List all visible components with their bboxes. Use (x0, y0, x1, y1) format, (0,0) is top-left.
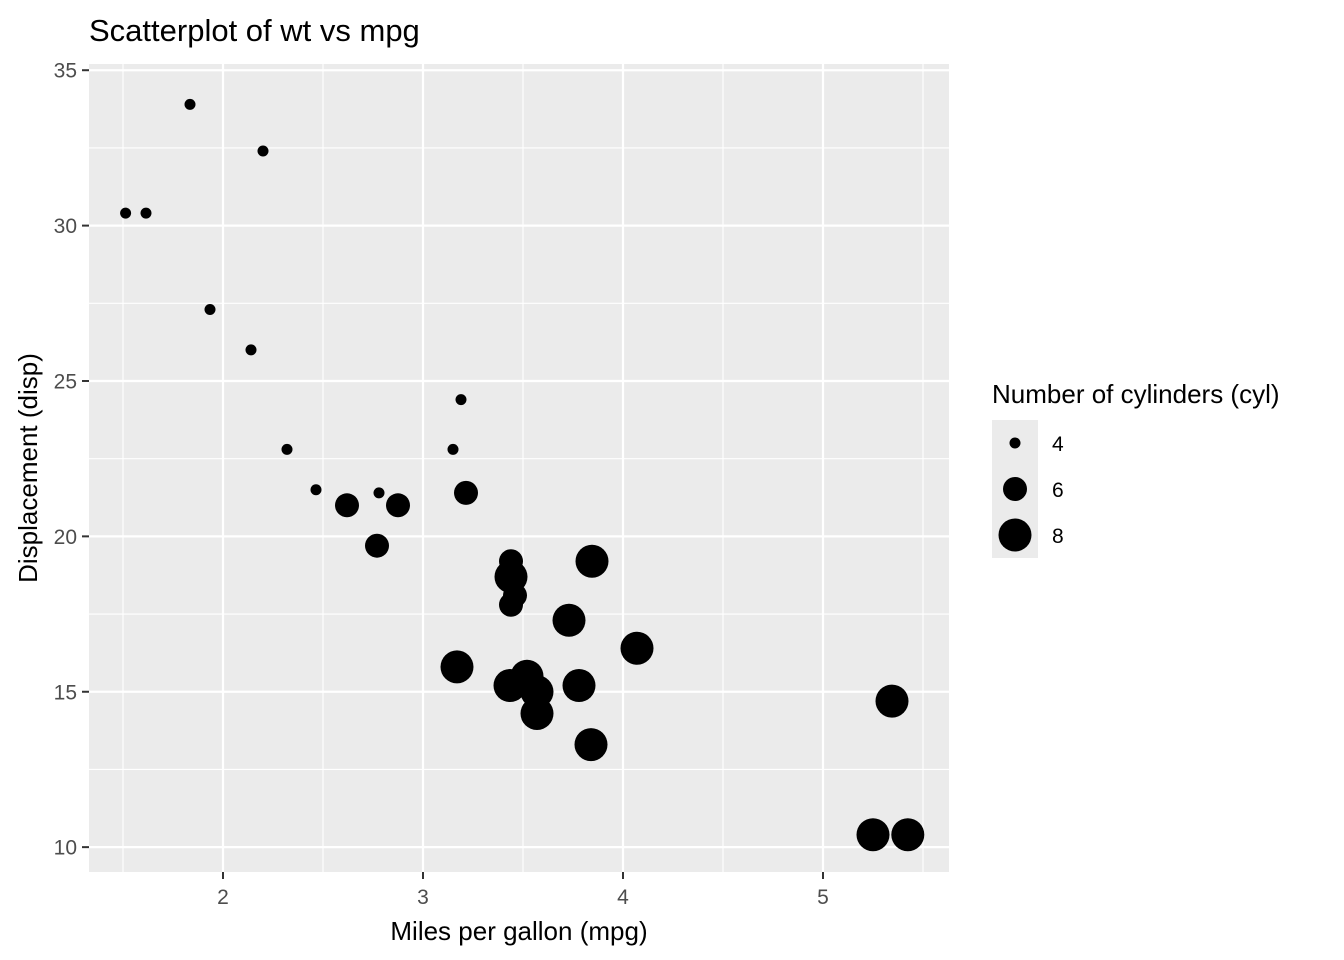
scatter-point (574, 728, 608, 762)
x-tick-label: 2 (217, 886, 229, 909)
legend-label-6: 6 (1052, 479, 1064, 502)
y-tick-label: 20 (54, 526, 77, 549)
legend-title: Number of cylinders (cyl) (992, 379, 1280, 409)
x-axis-title: Miles per gallon (mpg) (390, 916, 647, 946)
scatter-point (386, 493, 410, 518)
scatter-point (447, 443, 459, 455)
scatter-point (245, 344, 257, 356)
y-tick-label: 25 (54, 370, 77, 393)
scatter-point (204, 304, 216, 316)
scatter-point (891, 818, 925, 852)
y-axis: 10 15 20 25 30 35 (54, 60, 89, 860)
legend-key-6 (1003, 477, 1027, 501)
scatter-point (281, 443, 293, 455)
scatter-point (875, 684, 909, 718)
legend-key-8 (998, 518, 1032, 552)
legend: Number of cylinders (cyl) 4 6 8 (992, 379, 1280, 558)
minor-gridlines (89, 64, 949, 872)
scatter-point (335, 493, 359, 518)
x-axis: 2 3 4 5 (217, 872, 829, 909)
scatter-point (310, 484, 322, 496)
scatter-point (440, 650, 474, 684)
scatter-point (856, 818, 890, 852)
scatter-point (455, 394, 467, 406)
scatter-point (184, 98, 196, 110)
x-tick-label: 3 (417, 886, 429, 909)
x-tick-label: 5 (817, 886, 829, 909)
scatter-point (365, 533, 389, 558)
legend-label-4: 4 (1052, 433, 1064, 456)
chart-title: Scatterplot of wt vs mpg (89, 13, 420, 48)
scatter-point (120, 207, 132, 219)
scatter-point (562, 669, 596, 703)
x-tick-label: 4 (617, 886, 629, 909)
scatter-point (620, 631, 654, 665)
scatter-point (454, 480, 478, 505)
y-tick-label: 15 (54, 681, 77, 704)
scatter-point (520, 675, 554, 709)
y-tick-label: 35 (54, 60, 77, 83)
y-axis-title: Displacement (disp) (13, 353, 43, 583)
plot-panel (89, 64, 949, 872)
y-tick-label: 10 (54, 837, 77, 860)
scatter-point (140, 207, 152, 219)
y-tick-label: 30 (54, 215, 77, 238)
legend-label-8: 8 (1052, 525, 1064, 548)
scatter-point (499, 549, 523, 574)
scatter-point (575, 544, 609, 578)
scatter-point (373, 487, 385, 499)
major-gridlines (89, 64, 949, 872)
legend-key-4 (1009, 437, 1021, 449)
scatter-point (257, 145, 269, 157)
legend-keys: 4 6 8 (998, 433, 1064, 552)
scatter-point (552, 603, 586, 637)
scatter-point (499, 592, 523, 617)
scatter-point (493, 669, 527, 703)
data-points (120, 98, 925, 852)
